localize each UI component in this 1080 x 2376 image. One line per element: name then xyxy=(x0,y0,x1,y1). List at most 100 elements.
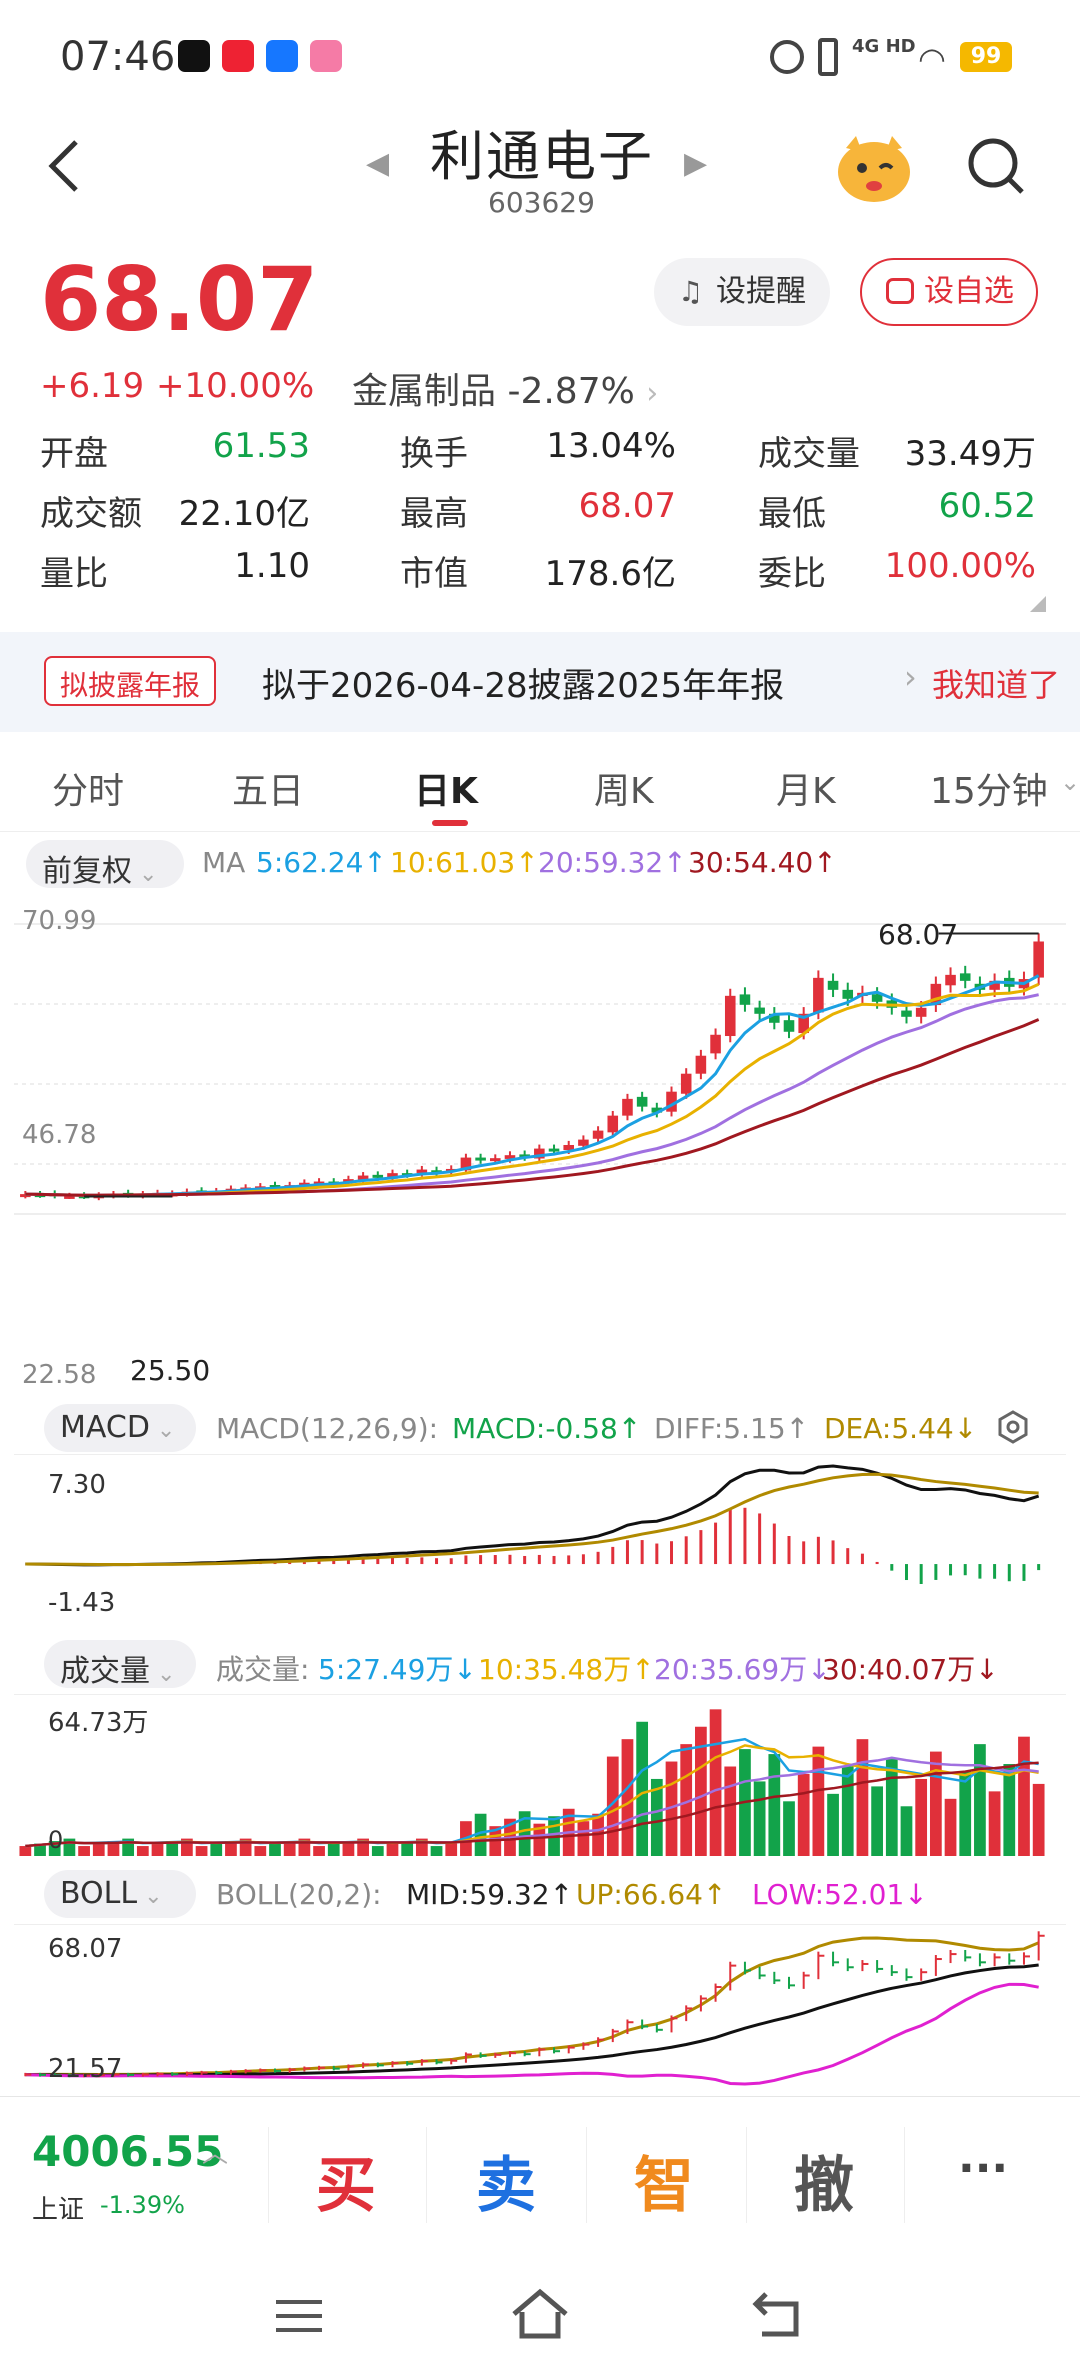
quote-field-label: 开盘 xyxy=(40,434,108,474)
volume-bar xyxy=(136,1846,149,1856)
volume-bar xyxy=(724,1766,737,1856)
vol5-value: 5:27.49万↓ xyxy=(318,1653,477,1686)
more-button[interactable]: ··· xyxy=(958,2143,1009,2194)
volume-bar xyxy=(298,1838,311,1856)
candle-body xyxy=(313,1181,325,1185)
volume-bar xyxy=(195,1846,208,1856)
home-icon[interactable] xyxy=(510,2286,570,2342)
macd-selector[interactable]: MACD ⌄ xyxy=(44,1404,196,1452)
cancel-order-button[interactable]: 撤 xyxy=(794,2151,854,2221)
volume-bar xyxy=(988,1791,1001,1856)
candle-body xyxy=(930,983,942,1006)
max-price-label: 68.07 xyxy=(878,918,959,951)
volume-bar xyxy=(841,1766,854,1856)
volume-bar xyxy=(210,1843,223,1856)
tab-monthly-k[interactable]: 月K xyxy=(776,771,836,812)
volume-chart[interactable] xyxy=(0,1694,1080,1858)
boll-y-top: 68.07 xyxy=(48,1934,123,1964)
volume-bar xyxy=(650,1778,663,1856)
tab-15min[interactable]: 15分钟 xyxy=(930,771,1048,812)
candle-body xyxy=(519,1154,530,1158)
boll-chart[interactable] xyxy=(0,1924,1080,2092)
disclosure-notice: 拟披露年报 拟于2026-04-28披露2025年年报 › 我知道了 xyxy=(0,632,1080,732)
macd-params: MACD(12,26,9): xyxy=(216,1412,439,1445)
candle-body xyxy=(959,973,971,981)
candle-body xyxy=(798,1013,809,1034)
divider xyxy=(904,2127,905,2223)
notice-text: 拟于2026-04-28披露2025年年报 xyxy=(262,666,785,706)
next-stock-icon[interactable]: ▶ xyxy=(684,146,708,181)
back-icon[interactable] xyxy=(44,136,84,196)
volume-bar xyxy=(34,1843,46,1856)
index-pct: -1.39% xyxy=(100,2191,185,2219)
boll-mid-line xyxy=(25,1963,1039,2077)
tab-weekly-k[interactable]: 周K xyxy=(594,771,654,812)
vol20-value: 20:35.69万↓ xyxy=(654,1653,831,1686)
add-watchlist-button[interactable]: 设自选 xyxy=(860,258,1038,326)
adjust-label: 前复权 xyxy=(42,854,132,889)
ma5-value: 5:62.24↑ xyxy=(256,846,387,879)
chevron-down-icon: ⌄ xyxy=(150,1662,176,1687)
volume-bar xyxy=(151,1843,164,1856)
kline-chart-area: 前复权 ⌄ MA 5:62.24↑ 10:61.03↑ 20:59.32↑ 30… xyxy=(0,832,1080,2094)
back-nav-icon[interactable] xyxy=(752,2290,804,2338)
boll-low: LOW:52.01↓ xyxy=(752,1878,928,1911)
search-icon[interactable] xyxy=(966,136,1028,198)
volume-bar xyxy=(63,1838,76,1856)
candle-body xyxy=(901,1010,912,1017)
volume-bar xyxy=(885,1759,898,1856)
volume-bar xyxy=(19,1846,32,1856)
volume-bar xyxy=(518,1811,531,1856)
chevron-right-icon: › xyxy=(646,376,659,411)
vol30-value: 30:40.07万↓ xyxy=(822,1653,999,1686)
set-alert-label: 设提醒 xyxy=(716,274,806,309)
bilibili-icon xyxy=(310,40,342,72)
volume-selector[interactable]: 成交量 ⌄ xyxy=(44,1640,196,1689)
sell-button[interactable]: 卖 xyxy=(476,2151,536,2221)
divider xyxy=(426,2127,427,2223)
index-widget[interactable]: 4006.55 ︿ 上证 -1.39% xyxy=(32,2127,242,2237)
set-alert-button[interactable]: ♫ 设提醒 xyxy=(654,258,830,326)
macd-chart[interactable] xyxy=(0,1454,1080,1596)
diff-value: DIFF:5.15↑ xyxy=(654,1412,810,1445)
adjust-selector[interactable]: 前复权 ⌄ xyxy=(26,840,184,889)
volume-bar xyxy=(900,1806,913,1856)
zhang-app-icon xyxy=(222,40,254,72)
quote-field-value: 22.10亿 xyxy=(178,494,310,534)
candlestick-chart[interactable] xyxy=(0,894,1080,1226)
tab-daily-k[interactable]: 日K xyxy=(414,771,478,812)
boll-mid: MID:59.32↑ xyxy=(406,1878,574,1911)
boll-selector[interactable]: BOLL ⌄ xyxy=(44,1870,196,1918)
settings-icon[interactable] xyxy=(996,1410,1030,1444)
vol-y-low: 0 xyxy=(48,1826,64,1854)
menu-icon[interactable] xyxy=(274,2296,324,2336)
candle-body xyxy=(871,994,883,1002)
divider xyxy=(268,2127,269,2223)
candle-body xyxy=(548,1148,560,1152)
tab-intraday[interactable]: 分时 xyxy=(52,771,125,812)
candle-body xyxy=(1033,941,1044,978)
volume-bar xyxy=(636,1721,649,1856)
quote-field-value: 33.49万 xyxy=(904,434,1036,474)
macd-value: MACD:-0.58↑ xyxy=(452,1412,642,1445)
candle-body xyxy=(813,977,824,1013)
chevron-down-icon[interactable]: ⌄ xyxy=(1060,768,1080,796)
acknowledge-button[interactable]: 我知道了 xyxy=(932,666,1061,704)
tab-five-day[interactable]: 五日 xyxy=(232,771,305,812)
volume-bar xyxy=(401,1841,414,1856)
prev-stock-icon[interactable]: ◀ xyxy=(366,146,390,181)
quote-field-value: 13.04% xyxy=(546,426,676,466)
candle-body xyxy=(695,1055,707,1074)
candle-body xyxy=(387,1173,398,1179)
buy-button[interactable]: 买 xyxy=(316,2151,376,2221)
dea-value: DEA:5.44↓ xyxy=(824,1412,978,1445)
smart-trade-button[interactable]: 智 xyxy=(634,2151,694,2221)
boll-name: BOLL xyxy=(60,1876,138,1911)
candle-body xyxy=(724,995,736,1037)
expand-corner-icon[interactable] xyxy=(1030,596,1046,612)
sector-link[interactable]: 金属制品 -2.87% › xyxy=(352,362,658,414)
volume-bar xyxy=(474,1813,487,1856)
candle-body xyxy=(710,1034,721,1054)
mascot-icon[interactable] xyxy=(834,128,914,208)
vol-y-top: 64.73万 xyxy=(48,1708,149,1738)
